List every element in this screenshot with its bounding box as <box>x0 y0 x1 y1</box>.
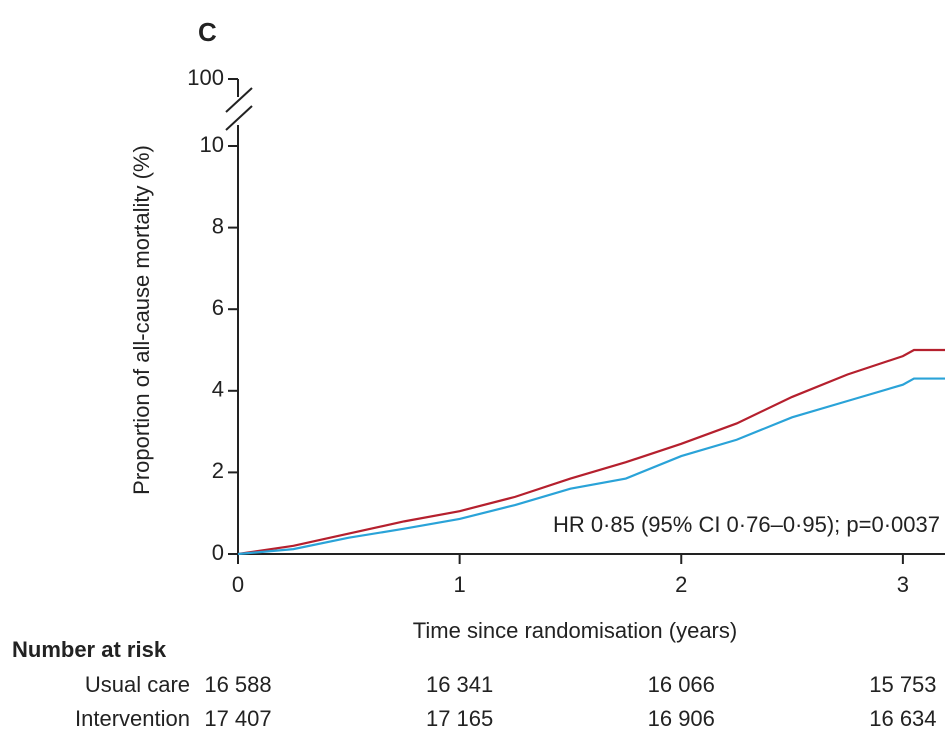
x-tick-label: 2 <box>675 572 687 597</box>
risk-count: 16 588 <box>204 672 271 697</box>
risk-count: 16 906 <box>648 706 715 731</box>
axis-break <box>225 87 253 113</box>
risk-count: 17 165 <box>426 706 493 731</box>
risk-count: 17 407 <box>204 706 271 731</box>
risk-count: 15 753 <box>869 672 936 697</box>
risk-row-name: Usual care <box>85 672 190 697</box>
axis-break <box>225 105 253 131</box>
y-tick-label: 4 <box>212 377 224 402</box>
annotation: HR 0·85 (95% CI 0·76–0·95); p=0·0037 <box>553 512 940 537</box>
survival-line <box>237 348 945 556</box>
y-tick-label: 6 <box>212 295 224 320</box>
risk-count: 16 066 <box>648 672 715 697</box>
survival-line <box>237 377 945 556</box>
risk-row-name: Intervention <box>75 706 190 731</box>
x-axis-label: Time since randomisation (years) <box>413 618 737 643</box>
risk-table-title: Number at risk <box>12 637 167 662</box>
x-tick-label: 0 <box>232 572 244 597</box>
y-tick-label: 2 <box>212 458 224 483</box>
y-tick-label: 10 <box>200 132 224 157</box>
y-tick-label: 8 <box>212 213 224 238</box>
x-tick-label: 3 <box>897 572 909 597</box>
y-axis-label: Proportion of all-cause mortality (%) <box>129 145 154 495</box>
panel-label: C <box>198 17 217 47</box>
risk-count: 16 634 <box>869 706 936 731</box>
y-tick-label: 0 <box>212 540 224 565</box>
risk-count: 16 341 <box>426 672 493 697</box>
x-tick-label: 1 <box>454 572 466 597</box>
y-tick-label: 100 <box>187 65 224 90</box>
